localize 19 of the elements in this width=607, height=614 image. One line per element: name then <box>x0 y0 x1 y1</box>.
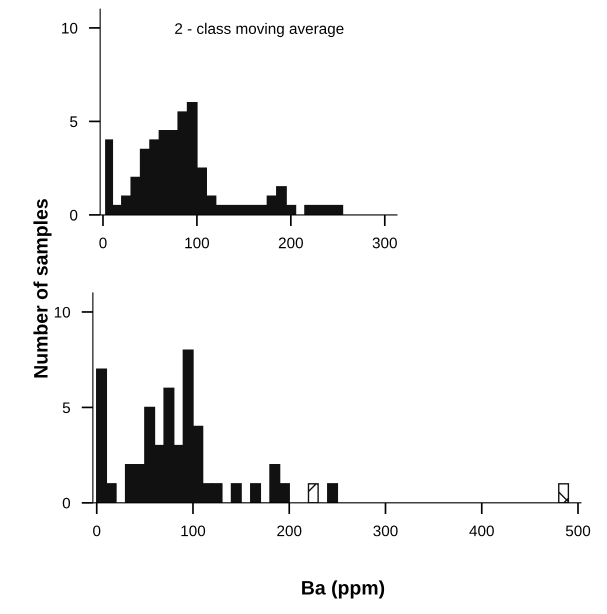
y-tick-label: 0 <box>62 498 70 509</box>
annotation: 2 - class moving average <box>175 22 344 38</box>
y-axis-title: Number of samples <box>33 199 52 378</box>
x-tick-label: 200 <box>277 525 302 536</box>
x-tick-label: 300 <box>372 238 397 248</box>
y-tick-label: 10 <box>54 306 70 318</box>
x-tick-label: 200 <box>278 238 303 248</box>
x-tick-label: 400 <box>469 525 494 536</box>
y-tick-label: 5 <box>70 116 78 128</box>
x-tick-label: 500 <box>566 525 590 536</box>
y-tick-label: 0 <box>70 210 78 221</box>
y-tick-label: 5 <box>62 402 70 414</box>
x-tick-label: 0 <box>99 238 107 248</box>
x-tick-label: 100 <box>185 238 210 248</box>
x-axis-title: Ba (ppm) <box>302 580 384 599</box>
x-tick-label: 300 <box>373 525 398 536</box>
x-tick-label: 0 <box>93 525 100 536</box>
x-tick-label: 100 <box>181 525 206 536</box>
y-tick-label: 10 <box>62 22 78 34</box>
